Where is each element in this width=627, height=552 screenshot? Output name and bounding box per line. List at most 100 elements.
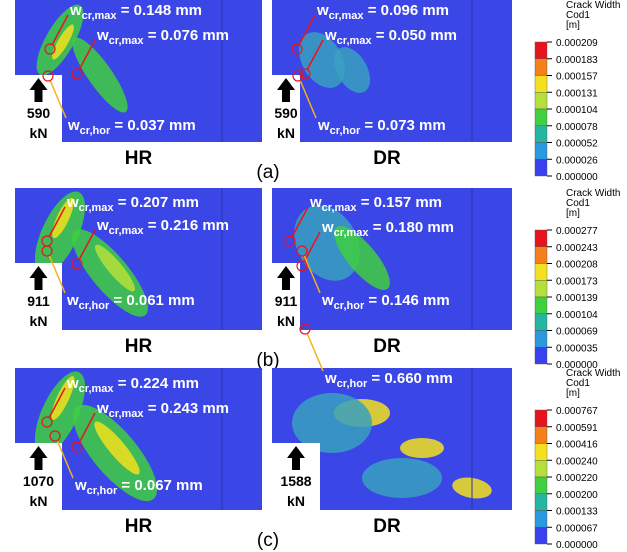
load-value: 1588: [280, 473, 311, 489]
legend-title: [m]: [566, 20, 580, 31]
legend-tick-label: 0.000104: [556, 310, 598, 321]
legend-tick-label: 0.000139: [556, 293, 598, 304]
legend-swatch: [535, 143, 547, 160]
figure: 590kNwcr,max = 0.148 mmwcr,max = 0.076 m…: [0, 0, 627, 552]
symbol: w: [316, 2, 329, 19]
panel-title: HR: [125, 336, 153, 357]
legend: Crack WidthCod1[m]0.0002090.0001830.0001…: [535, 0, 620, 183]
subscript: cr,hor: [80, 125, 111, 137]
legend: Crack WidthCod1[m]0.0002770.0002430.0002…: [535, 188, 620, 371]
legend-tick-label: 0.000052: [556, 139, 598, 150]
symbol: w: [321, 219, 334, 236]
symbol: w: [69, 2, 82, 19]
load-unit: kN: [287, 493, 305, 509]
value: = 0.146 mm: [364, 292, 449, 309]
legend-swatch: [535, 92, 547, 109]
value: = 0.207 mm: [114, 194, 199, 211]
legend-tick-label: 0.000220: [556, 473, 598, 484]
legend-tick-label: 0.000069: [556, 327, 598, 338]
legend-title: [m]: [566, 388, 580, 399]
symbol: w: [96, 400, 109, 417]
symbol: w: [324, 370, 337, 387]
legend-tick-label: 0.000026: [556, 155, 598, 166]
symbol: w: [74, 477, 87, 494]
legend-swatch: [535, 527, 547, 544]
panel-title: DR: [373, 516, 401, 537]
legend-tick-label: 0.000104: [556, 105, 598, 116]
symbol: w: [96, 217, 109, 234]
panel-title: HR: [125, 148, 153, 169]
symbol: w: [67, 117, 80, 134]
legend-swatch: [535, 331, 547, 348]
legend: Crack WidthCod1[m]0.0007670.0005910.0004…: [535, 368, 620, 551]
value: = 0.061 mm: [109, 292, 194, 309]
value: = 0.224 mm: [114, 375, 199, 392]
load-unit: kN: [30, 125, 48, 141]
row-label: (c): [257, 530, 279, 551]
legend-tick-label: 0.000183: [556, 55, 598, 66]
legend-swatch: [535, 410, 547, 427]
legend-tick-label: 0.000767: [556, 406, 598, 417]
value: = 0.037 mm: [110, 117, 195, 134]
legend-swatch: [535, 59, 547, 76]
legend-tick-label: 0.000000: [556, 172, 598, 183]
subscript: cr,max: [79, 383, 115, 395]
legend-swatch: [535, 427, 547, 444]
legend-swatch: [535, 264, 547, 281]
subscript: cr,max: [109, 225, 145, 237]
load-unit: kN: [30, 313, 48, 329]
legend-tick-label: 0.000208: [556, 260, 598, 271]
legend-tick-label: 0.000157: [556, 72, 598, 83]
legend-tick-label: 0.000209: [556, 38, 598, 49]
panel-title: HR: [125, 516, 153, 537]
symbol: w: [66, 375, 79, 392]
legend-tick-label: 0.000173: [556, 276, 598, 287]
value: = 0.148 mm: [117, 2, 202, 19]
legend-swatch: [535, 347, 547, 364]
legend-swatch: [535, 314, 547, 331]
legend-swatch: [535, 126, 547, 143]
crack-zone: [400, 438, 444, 458]
load-value: 590: [27, 105, 51, 121]
value: = 0.050 mm: [372, 27, 457, 44]
legend-swatch: [535, 511, 547, 528]
subscript: cr,max: [337, 35, 373, 47]
subscript: cr,hor: [87, 485, 118, 497]
legend-tick-label: 0.000000: [556, 540, 598, 551]
panel-title: DR: [373, 148, 401, 169]
value: = 0.243 mm: [144, 400, 229, 417]
subscript: cr,hor: [330, 125, 361, 137]
legend-title: [m]: [566, 208, 580, 219]
load-value: 911: [275, 293, 298, 309]
legend-tick-label: 0.000240: [556, 456, 598, 467]
legend-tick-label: 0.000277: [556, 226, 598, 237]
legend-swatch: [535, 247, 547, 264]
subscript: cr,max: [329, 10, 365, 22]
symbol: w: [66, 292, 79, 309]
legend-swatch: [535, 460, 547, 477]
legend-tick-label: 0.000416: [556, 440, 598, 451]
load-unit: kN: [277, 313, 295, 329]
symbol: w: [324, 27, 337, 44]
pointer: [307, 333, 323, 371]
symbol: w: [317, 117, 330, 134]
symbol: w: [66, 194, 79, 211]
legend-swatch: [535, 280, 547, 297]
subscript: cr,max: [322, 202, 358, 214]
value: = 0.180 mm: [369, 219, 454, 236]
value: = 0.216 mm: [144, 217, 229, 234]
fem-panel: 590kNwcr,max = 0.148 mmwcr,max = 0.076 m…: [14, 0, 262, 143]
load-value: 1070: [23, 473, 54, 489]
load-value: 911: [27, 293, 50, 309]
legend-swatch: [535, 477, 547, 494]
value: = 0.096 mm: [364, 2, 449, 19]
legend-tick-label: 0.000035: [556, 343, 598, 354]
value: = 0.157 mm: [357, 194, 442, 211]
legend-tick-label: 0.000200: [556, 490, 598, 501]
symbol: w: [321, 292, 334, 309]
legend-tick-label: 0.000591: [556, 423, 598, 434]
crack-zone: [362, 458, 442, 498]
row-label: (b): [256, 350, 279, 371]
